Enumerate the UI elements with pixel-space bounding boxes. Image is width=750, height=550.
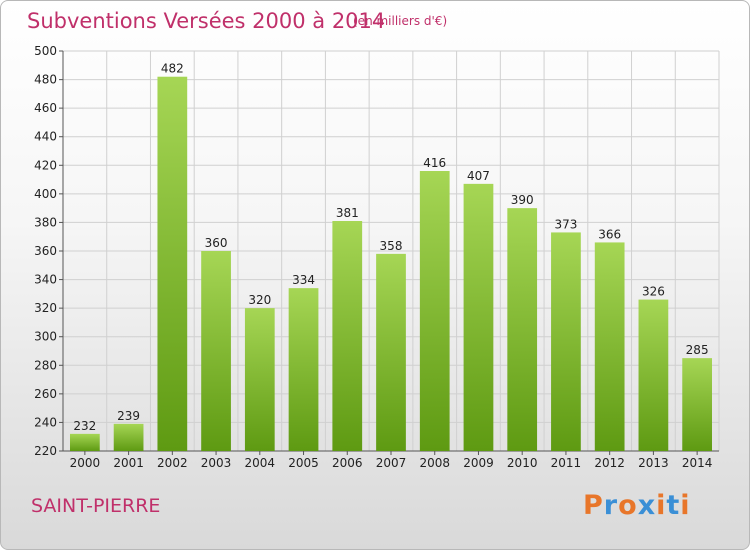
x-tick-label: 2012 [594,456,625,470]
proxiti-logo: Proxiti [583,490,691,521]
bar [638,299,669,451]
logo-letter: x [637,490,657,521]
y-tick-label: 400 [34,187,57,201]
data-label: 416 [423,156,446,170]
x-tick-label: 2000 [70,456,101,470]
x-tick-label: 2006 [332,456,363,470]
logo-letter: o [618,490,638,521]
y-tick-label: 240 [34,415,57,429]
bar [551,232,581,451]
bar [463,183,494,451]
bars [69,76,713,451]
y-tick-label: 320 [34,301,57,315]
y-tick-label: 360 [34,244,57,258]
x-tick-label: 2010 [507,456,538,470]
bar [113,423,144,451]
data-label: 326 [642,285,665,299]
y-tick-label: 340 [34,273,57,287]
data-label: 407 [467,169,490,183]
x-tick-label: 2007 [376,456,407,470]
logo-letter: i [680,490,691,521]
x-tick-label: 2014 [682,456,713,470]
data-label: 358 [380,239,403,253]
bar [682,358,713,451]
bar [594,242,625,451]
location-label: SAINT-PIERRE [31,495,161,517]
x-tick-label: 2001 [113,456,144,470]
y-tick-label: 300 [34,330,57,344]
y-tick-label: 480 [34,73,57,87]
x-tick-label: 2002 [157,456,188,470]
data-label: 232 [73,419,96,433]
y-tick-label: 260 [34,387,57,401]
x-tick-label: 2008 [419,456,450,470]
bar [201,251,231,451]
data-label: 360 [205,236,228,250]
data-label: 373 [554,217,577,231]
data-label: 366 [598,227,621,241]
bar [376,253,406,451]
bar [244,308,275,451]
data-label: 482 [161,62,184,76]
data-label: 381 [336,206,359,220]
logo-letter: r [603,490,619,521]
logo-letter: i [656,490,667,521]
logo-letter: t [666,490,681,521]
y-tick-label: 220 [34,444,57,458]
x-tick-label: 2009 [463,456,494,470]
bar [69,433,100,451]
y-tick-label: 380 [34,215,57,229]
chart-unit: (en milliers d'€) [353,14,448,28]
bar [419,171,450,451]
x-tick-label: 2004 [245,456,276,470]
data-label: 334 [292,273,315,287]
bar [288,288,319,451]
y-tick-label: 500 [34,44,57,58]
x-tick-label: 2011 [551,456,582,470]
x-tick-label: 2003 [201,456,232,470]
data-label: 239 [117,409,140,423]
chart-title: Subventions Versées 2000 à 2014 [27,9,386,33]
bar [332,221,363,451]
data-label: 390 [511,193,534,207]
y-tick-label: 420 [34,158,57,172]
y-tick-label: 440 [34,130,57,144]
x-tick-label: 2013 [638,456,669,470]
logo-letter: P [583,490,604,521]
x-tick-label: 2005 [288,456,319,470]
data-labels: 232 239 482 360 320 334 381 358 416 407 390 373 366 3… [73,62,708,433]
bar [507,208,538,451]
data-label: 320 [248,293,271,307]
data-label: 285 [686,343,709,357]
y-tick-label: 280 [34,358,57,372]
bar [157,76,188,451]
y-tick-label: 460 [34,101,57,115]
